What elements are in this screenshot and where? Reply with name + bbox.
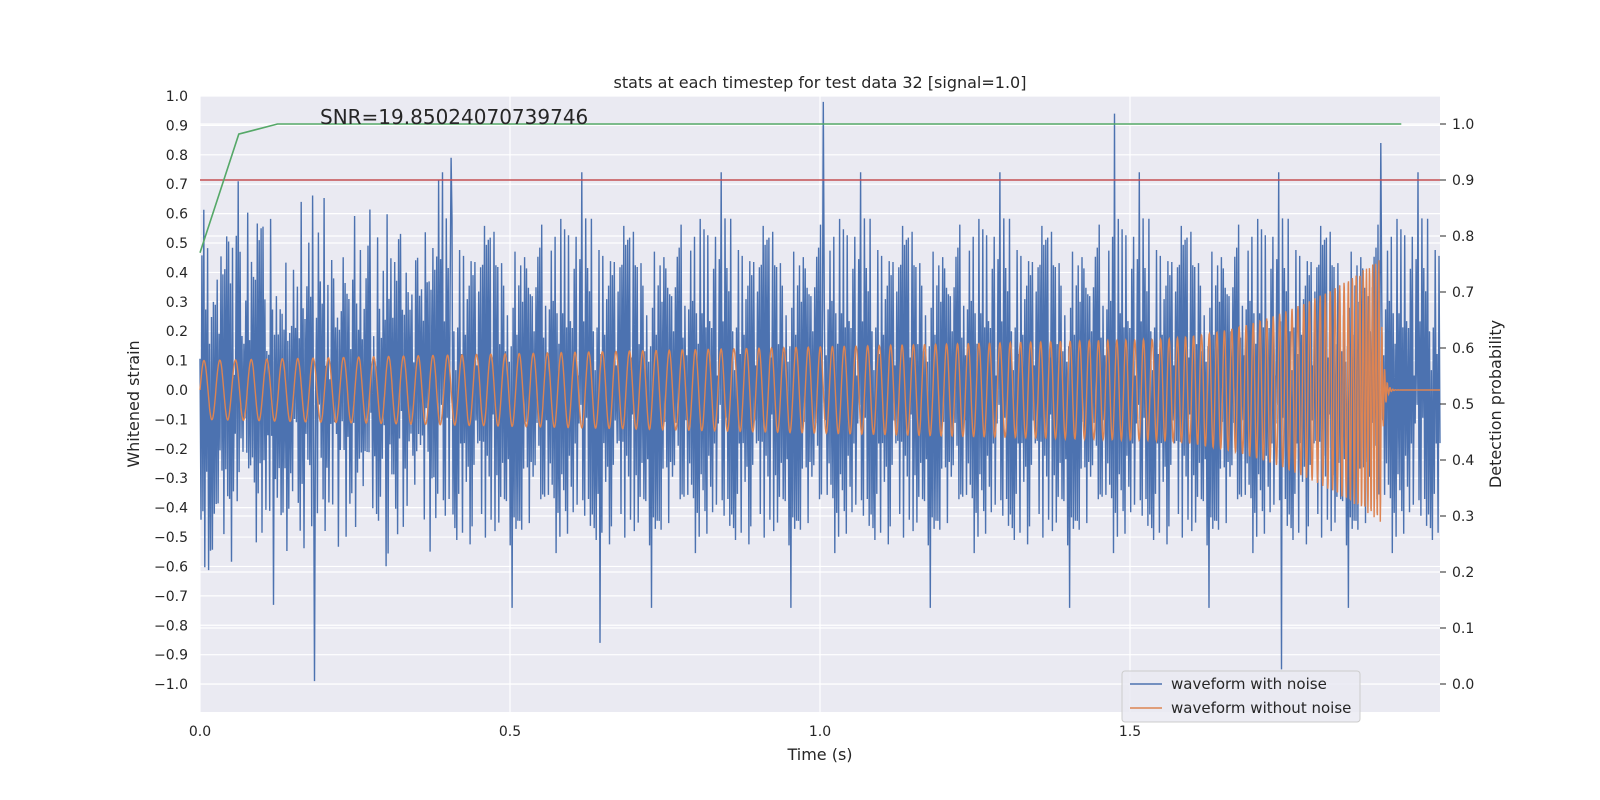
y-axis-label: Whitened strain bbox=[124, 340, 143, 467]
y-tick-label: −0.1 bbox=[154, 412, 188, 428]
legend-label-clean: waveform without noise bbox=[1171, 699, 1351, 717]
y2-tick-label: 0.0 bbox=[1452, 677, 1474, 693]
snr-annotation: SNR=19.85024070739746 bbox=[320, 105, 588, 129]
y-tick-label: 0.1 bbox=[166, 354, 188, 370]
y-tick-label: 0.3 bbox=[166, 295, 188, 311]
x-axis-label: Time (s) bbox=[786, 745, 852, 764]
y-tick-label: 0.0 bbox=[166, 383, 188, 399]
y-tick-label: 0.7 bbox=[166, 177, 188, 193]
y-tick-label: 0.9 bbox=[166, 118, 188, 134]
chart-title: stats at each timestep for test data 32 … bbox=[614, 73, 1027, 92]
y-tick-label: −0.7 bbox=[154, 589, 188, 605]
y-tick-label: −0.2 bbox=[154, 442, 188, 458]
y2-axis-label: Detection probability bbox=[1486, 320, 1505, 488]
y-tick-label: −0.6 bbox=[154, 559, 188, 575]
y2-tick-label: 0.1 bbox=[1452, 621, 1474, 637]
y-tick-label: 0.5 bbox=[166, 236, 188, 252]
y-tick-label: −0.9 bbox=[154, 648, 188, 664]
series-line-detection-probability bbox=[199, 123, 1402, 254]
y2-tick-label: 0.4 bbox=[1452, 453, 1474, 469]
y-tick-label: −1.0 bbox=[154, 677, 188, 693]
x-tick-label: 1.0 bbox=[809, 724, 831, 740]
y-tick-label: 1.0 bbox=[166, 89, 188, 105]
series-line-waveform-without-noise bbox=[199, 260, 1440, 522]
legend-label-noise: waveform with noise bbox=[1171, 675, 1327, 693]
legend-box bbox=[1121, 670, 1361, 723]
series-layer bbox=[199, 101, 1441, 682]
y-tick-label: −0.3 bbox=[154, 471, 188, 487]
y-tick-label: 0.4 bbox=[166, 265, 188, 281]
y2-tick-label: 0.2 bbox=[1452, 565, 1474, 581]
y2-tick-label: 1.0 bbox=[1452, 117, 1474, 133]
tick-labels: 1.0 0.9 0.8 0.7 0.6 0.5 0.4 0.3 0.2 0.1 0.0 −0.1 −0.… bbox=[154, 89, 1474, 740]
x-tick-label: 1.5 bbox=[1119, 724, 1141, 740]
y2-tick-label: 0.6 bbox=[1452, 341, 1474, 357]
y-tick-label: −0.5 bbox=[154, 530, 188, 546]
y-tick-label: 0.8 bbox=[166, 148, 188, 164]
y-tick-label: 0.2 bbox=[166, 324, 188, 340]
x-tick-label: 0.0 bbox=[189, 724, 211, 740]
legend: waveform with noise waveform without noi… bbox=[1121, 670, 1361, 723]
y2-tick-label: 0.9 bbox=[1452, 173, 1474, 189]
y2-tick-label: 0.5 bbox=[1452, 397, 1474, 413]
y2-tick-label: 0.7 bbox=[1452, 285, 1474, 301]
y-tick-label: 0.6 bbox=[166, 207, 188, 223]
y-tick-label: −0.8 bbox=[154, 618, 188, 634]
y2-tick-label: 0.8 bbox=[1452, 229, 1474, 245]
y-tick-label: −0.4 bbox=[154, 501, 188, 517]
x-tick-label: 0.5 bbox=[499, 724, 521, 740]
y2-tick-label: 0.3 bbox=[1452, 509, 1474, 525]
